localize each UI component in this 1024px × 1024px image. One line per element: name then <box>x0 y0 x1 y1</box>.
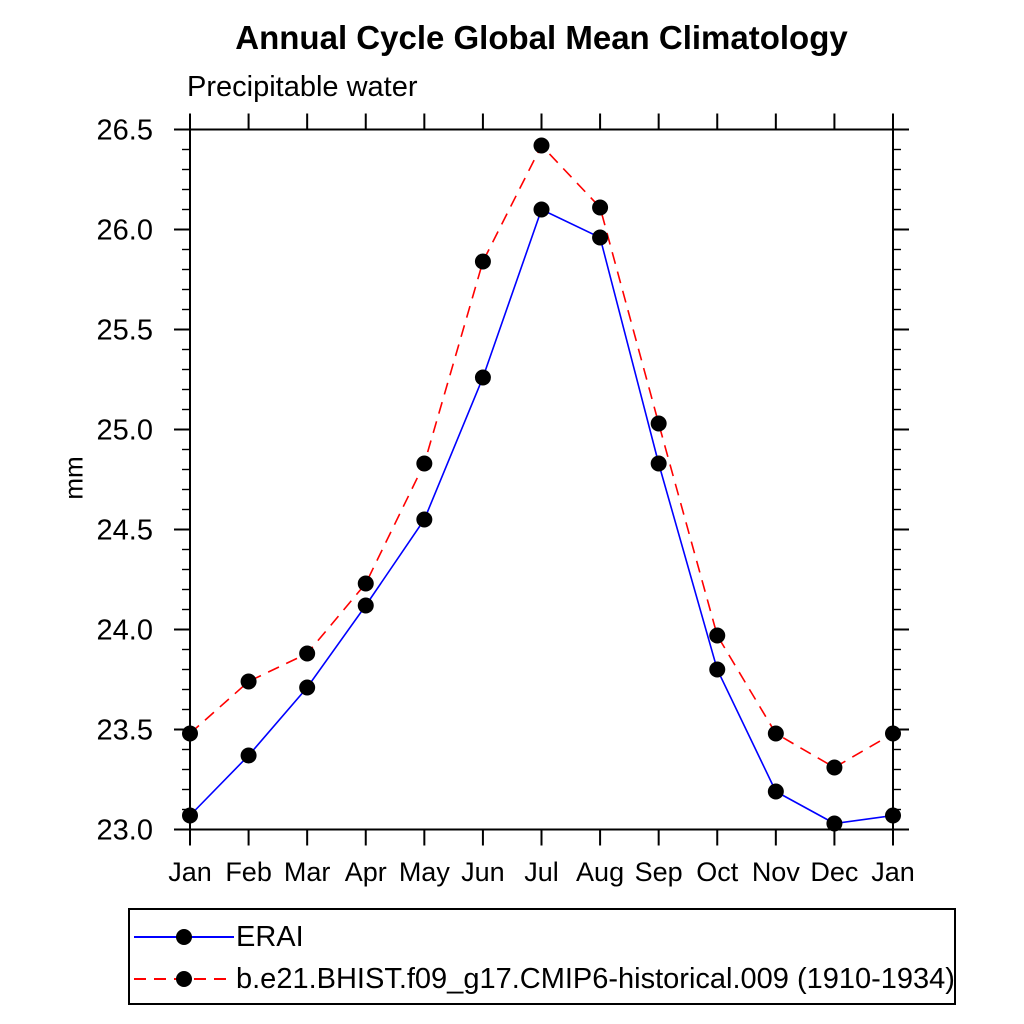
data-point-marker <box>299 645 316 662</box>
chart-title: Annual Cycle Global Mean Climatology <box>235 19 848 56</box>
legend-line-sample-dashed <box>134 971 234 987</box>
x-tick-label: Jan <box>168 857 212 887</box>
y-tick-label: 23.5 <box>97 715 153 747</box>
data-point-marker <box>767 783 784 800</box>
x-tick-label: Jul <box>524 857 559 887</box>
axis-frame <box>189 128 894 831</box>
data-point-marker <box>709 627 726 644</box>
x-tick-label: Nov <box>752 857 801 887</box>
data-point-marker <box>826 759 843 776</box>
legend-item-erai: ERAI <box>132 918 304 956</box>
data-point-marker <box>416 455 433 472</box>
x-tick-label: Oct <box>696 857 739 887</box>
data-point-marker <box>767 725 784 742</box>
legend-line-sample-solid <box>134 929 234 945</box>
x-tick-label: Dec <box>810 857 858 887</box>
y-tick-label: 24.0 <box>97 615 153 647</box>
y-tick-label: 26.5 <box>97 115 153 147</box>
legend-box: ERAI b.e21.BHIST.f09_g17.CMIP6-historica… <box>128 908 956 1005</box>
y-tick-label: 25.0 <box>97 415 153 447</box>
y-tick-label: 23.0 <box>97 815 153 847</box>
data-point-marker <box>182 807 198 824</box>
data-point-marker <box>182 725 198 742</box>
y-tick-label: 24.5 <box>97 515 153 547</box>
data-point-marker <box>592 229 609 246</box>
data-point-marker <box>885 725 901 742</box>
chart-subtitle: Precipitable water <box>187 71 418 103</box>
data-point-marker <box>416 511 433 528</box>
data-point-marker <box>709 661 726 678</box>
legend-sample-marker <box>176 929 192 945</box>
legend-label-model: b.e21.BHIST.f09_g17.CMIP6-historical.009… <box>236 963 955 995</box>
x-tick-label: Mar <box>284 857 331 887</box>
data-point-marker <box>650 455 667 472</box>
x-tick-label: Apr <box>345 857 387 887</box>
legend-label-erai: ERAI <box>236 921 304 953</box>
x-tick-label: Feb <box>225 857 272 887</box>
data-point-marker <box>592 199 609 216</box>
data-point-marker <box>240 673 257 690</box>
data-point-marker <box>357 597 374 614</box>
data-point-marker <box>826 815 843 832</box>
x-tick-label: Jun <box>461 857 505 887</box>
data-point-marker <box>650 415 667 432</box>
legend-sample-marker <box>176 971 192 987</box>
data-point-marker <box>533 201 550 218</box>
data-point-marker <box>299 679 316 696</box>
data-point-marker <box>474 369 491 386</box>
x-tick-label: Sep <box>635 857 683 887</box>
legend-item-model: b.e21.BHIST.f09_g17.CMIP6-historical.009… <box>132 960 955 998</box>
data-point-marker <box>357 575 374 592</box>
data-point-marker <box>885 807 901 824</box>
x-tick-label: May <box>399 857 451 887</box>
y-tick-label: 26.0 <box>97 215 153 247</box>
series-line-1 <box>189 144 894 769</box>
x-tick-label: Aug <box>576 857 624 887</box>
data-point-marker <box>533 137 550 154</box>
series-line-0 <box>189 208 894 825</box>
x-tick-label: Jan <box>871 857 915 887</box>
y-tick-label: 25.5 <box>97 315 153 347</box>
data-point-marker <box>474 253 491 270</box>
data-point-marker <box>240 747 257 764</box>
